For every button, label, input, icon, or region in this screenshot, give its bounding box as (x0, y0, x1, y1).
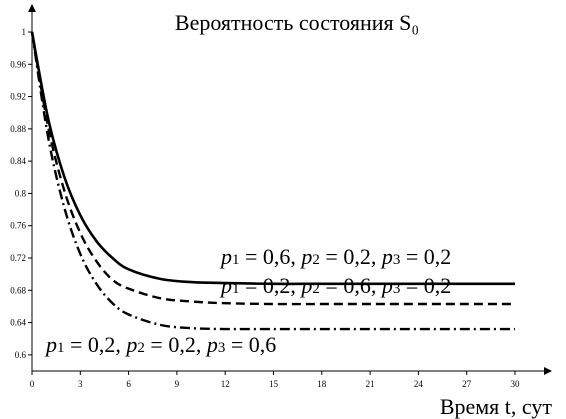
y-tick-label: 0.68 (10, 285, 26, 295)
series-line-3 (30, 31, 515, 331)
series-label-2: p1 = 0,2, p2 = 0,6, p3 = 0,2 (219, 273, 451, 298)
y-tick-label: 0.96 (10, 59, 26, 69)
x-tick-label: 18 (317, 379, 327, 389)
series-labels: p1 = 0,6, p2 = 0,2, p3 = 0,2 p1 = 0,2, p2… (44, 244, 451, 357)
x-tick-label: 27 (462, 379, 472, 389)
x-axis-label: Время t, сут (440, 394, 553, 419)
y-tick-label: 0.8 (15, 188, 27, 198)
y-tick-label: 0.92 (10, 92, 26, 102)
x-tick-label: 0 (30, 379, 35, 389)
x-tick-label: 24 (414, 379, 424, 389)
x-tick-label: 21 (366, 379, 375, 389)
x-ticks: 0 3 6 9 12 15 18 21 24 27 30 (30, 371, 520, 389)
axes (28, 4, 552, 375)
x-tick-label: 3 (78, 379, 83, 389)
series-line-2 (30, 31, 515, 306)
y-tick-label: 0.6 (15, 350, 27, 360)
y-tick-label: 1 (22, 27, 27, 37)
series-label-3: p1 = 0,2, p2 = 0,2, p3 = 0,6 (44, 332, 276, 357)
x-tick-label: 12 (221, 379, 230, 389)
series-line-1 (30, 31, 515, 286)
y-tick-label: 0.76 (10, 221, 26, 231)
y-ticks: 0.6 0.64 0.68 0.72 0.76 0.8 0.84 0.88 0.92 0.96 1 (10, 27, 32, 360)
x-tick-label: 15 (269, 379, 279, 389)
series-label-1: p1 = 0,6, p2 = 0,2, p3 = 0,2 (219, 244, 451, 269)
series-lines (30, 31, 515, 331)
y-tick-label: 0.64 (10, 318, 26, 328)
x-tick-label: 30 (511, 379, 521, 389)
y-tick-label: 0.88 (10, 124, 26, 134)
x-tick-label: 9 (175, 379, 180, 389)
chart-title: Вероятность состояния S₀ (175, 10, 419, 35)
y-tick-label: 0.72 (10, 253, 26, 263)
y-tick-label: 0.84 (10, 156, 26, 166)
x-tick-label: 6 (126, 379, 131, 389)
